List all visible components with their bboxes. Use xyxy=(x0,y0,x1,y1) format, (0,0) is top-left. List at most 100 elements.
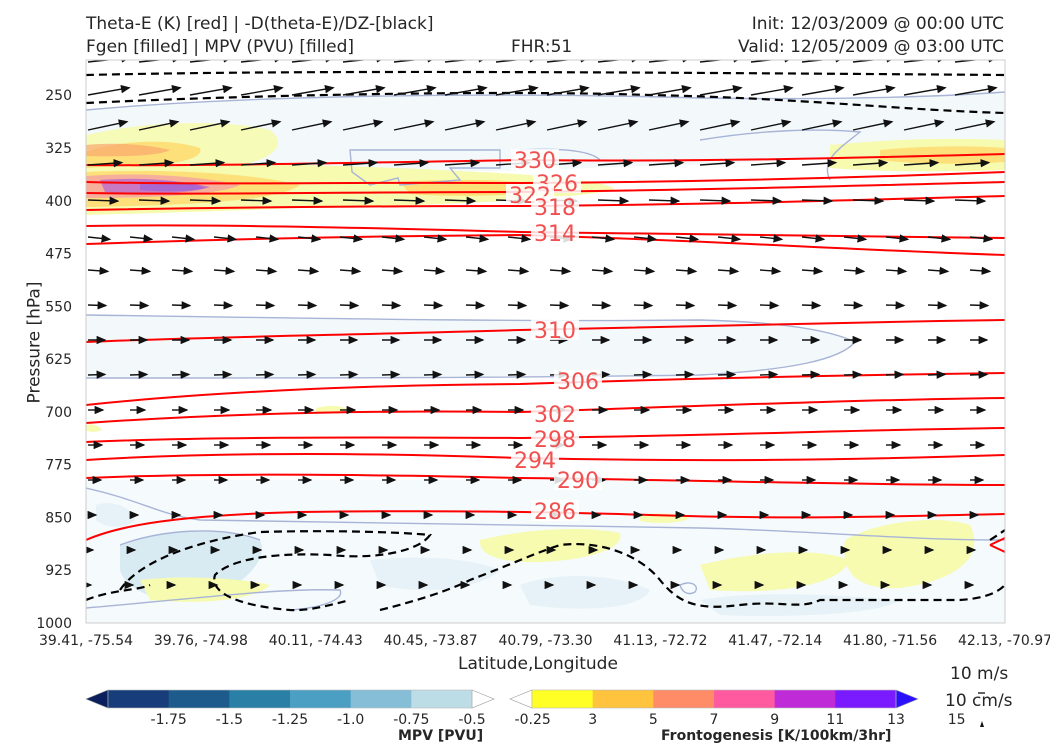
wind-vector xyxy=(750,85,794,96)
theta-e-label: 314 xyxy=(534,222,576,247)
x-tick-label: 40.11, -74.43 xyxy=(269,633,363,649)
colorbar-tick-label: 5 xyxy=(649,712,658,728)
wind-vector xyxy=(297,301,318,310)
wind-vector xyxy=(675,370,695,379)
wind-vector xyxy=(699,159,736,168)
reference-vector-label-horizontal: 10 m/s xyxy=(950,664,1009,684)
theta-e-label-bg xyxy=(554,370,602,391)
y-tick-label: 775 xyxy=(45,458,72,474)
wind-vector xyxy=(675,234,700,243)
wind-vector xyxy=(342,60,387,63)
wind-vector xyxy=(255,370,275,379)
wind-vector xyxy=(87,159,124,168)
wind-vector xyxy=(903,119,945,131)
wind-vector xyxy=(597,196,630,205)
wind-vector xyxy=(546,60,591,63)
colorbar-tick-label: -0.75 xyxy=(393,712,429,728)
wind-vector xyxy=(393,159,430,168)
wind-vector xyxy=(759,301,780,310)
wind-vector xyxy=(255,301,276,310)
wind-vector xyxy=(87,234,112,243)
wind-vector xyxy=(954,159,991,168)
reference-vector-vertical xyxy=(980,721,984,727)
wind-vector xyxy=(750,196,783,205)
wind-vector xyxy=(759,234,784,243)
x-tick-label: 39.76, -74.98 xyxy=(154,633,248,649)
wind-vector xyxy=(342,159,379,168)
wind-vector xyxy=(297,370,317,379)
y-tick-label: 700 xyxy=(45,405,72,421)
wind-vector xyxy=(423,301,444,310)
wind-vector xyxy=(597,60,642,63)
colorbar-tick-label: 11 xyxy=(826,712,844,728)
x-tick-label: 41.47, -72.14 xyxy=(728,633,822,649)
wind-vector xyxy=(291,196,324,205)
wind-vector xyxy=(675,266,698,275)
wind-vector xyxy=(87,119,129,131)
colorbar-segment xyxy=(592,690,654,708)
wind-vector xyxy=(648,119,690,131)
colorbar-segment xyxy=(774,690,836,708)
theta-e-label: 306 xyxy=(557,370,599,395)
wind-vector xyxy=(843,266,866,275)
wind-vector xyxy=(444,159,481,168)
x-tick-label: 40.79, -73.30 xyxy=(498,633,592,649)
x-tick-label: 40.45, -73.87 xyxy=(384,633,478,649)
wind-vector xyxy=(759,266,782,275)
wind-vector xyxy=(549,301,570,310)
wind-vector xyxy=(444,60,489,63)
wind-vector xyxy=(393,60,438,63)
wind-vector xyxy=(801,85,845,96)
y-tick-label: 400 xyxy=(45,194,72,210)
wind-vector xyxy=(885,301,906,310)
wind-vector xyxy=(189,196,222,205)
wind-vector xyxy=(591,266,614,275)
y-tick-label: 475 xyxy=(45,247,72,263)
wind-vector xyxy=(189,159,226,168)
wind-vector xyxy=(717,234,742,243)
wind-vector xyxy=(717,370,737,379)
wind-vector xyxy=(87,266,110,275)
wind-vector xyxy=(852,159,889,168)
colorbar-tick-label: -0.5 xyxy=(458,712,485,728)
colorbar-segment xyxy=(411,690,473,708)
theta-e-label-bg xyxy=(511,449,559,470)
theta-e-label-bg xyxy=(511,149,559,170)
wind-vector xyxy=(342,119,384,131)
wind-vector xyxy=(717,266,740,275)
wind-vector xyxy=(339,301,360,310)
wind-vector xyxy=(297,266,320,275)
wind-vector xyxy=(969,301,990,310)
wind-vector xyxy=(591,234,616,243)
wind-vector xyxy=(759,370,779,379)
wind-vector xyxy=(507,234,532,243)
wind-vector xyxy=(954,60,999,63)
wind-vector xyxy=(297,234,322,243)
wind-vector xyxy=(549,266,572,275)
wind-vector xyxy=(423,370,443,379)
wind-vector xyxy=(129,301,150,310)
wind-vector xyxy=(597,159,634,168)
wind-vector xyxy=(801,159,838,168)
colorbar-tick-label: 15 xyxy=(948,712,966,728)
wind-vector xyxy=(633,301,654,310)
wind-vector xyxy=(699,196,732,205)
wind-vector xyxy=(87,85,131,96)
wind-vector xyxy=(852,196,885,205)
wind-vector xyxy=(801,119,843,131)
wind-vector xyxy=(852,60,897,63)
wind-vector xyxy=(339,234,364,243)
wind-vector xyxy=(240,159,277,168)
wind-vector xyxy=(903,85,947,96)
x-tick-label: 42.13, -70.97 xyxy=(958,633,1050,649)
theta-e-label: 330 xyxy=(514,149,556,174)
wind-vector xyxy=(138,119,180,131)
wind-vector xyxy=(381,370,401,379)
theta-e-label: 294 xyxy=(514,449,556,474)
wind-vector xyxy=(189,119,231,131)
wind-vector xyxy=(495,85,539,96)
wind-vector xyxy=(255,266,278,275)
wind-vector xyxy=(291,60,336,63)
